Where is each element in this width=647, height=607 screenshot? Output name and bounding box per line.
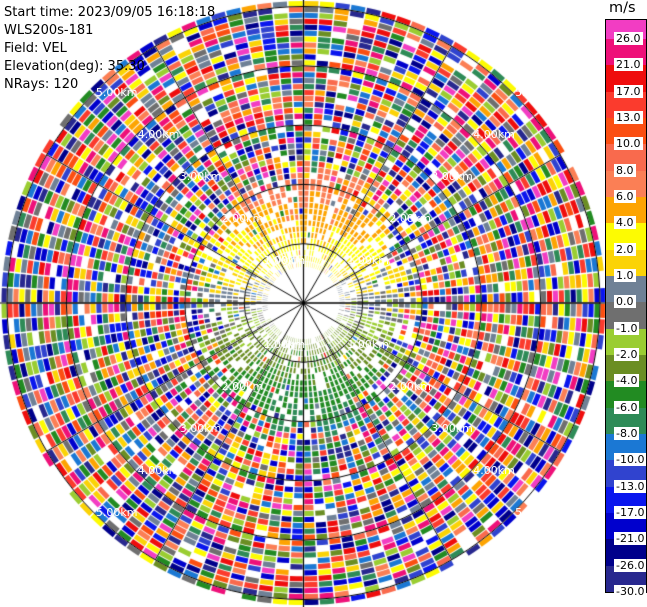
range-ring-label: 2.00km	[389, 212, 431, 226]
colorbar-tick-label: -30.0	[614, 584, 647, 598]
range-ring-label: 1.00km	[263, 337, 306, 351]
range-ring-label: 5.00km	[95, 505, 138, 519]
range-ring-label: 5.00km	[515, 505, 557, 519]
range-ring-label: 1.00km	[347, 337, 389, 351]
range-ring-label: 4.00km	[473, 128, 515, 142]
colorbar-tick-label: -8.0	[614, 426, 640, 440]
elevation-text: Elevation(deg): 35.30	[4, 59, 145, 74]
colorbar-tick-label: 1.0	[614, 268, 636, 282]
colorbar-tick-label: 0.0	[614, 295, 636, 309]
colorbar-tick-label: 8.0	[614, 163, 636, 177]
field-text: Field: VEL	[4, 41, 67, 56]
colorbar-units-label: m/s	[609, 0, 636, 16]
range-ring-label: 1.00km	[347, 254, 389, 268]
range-ring-label: 4.00km	[473, 463, 515, 477]
colorbar-tick-label: 6.0	[614, 189, 636, 203]
scan-info: Start time: 2023/09/05 16:18:18 WLS200s-…	[4, 4, 215, 94]
colorbar-tick-label: 2.0	[614, 242, 636, 256]
colorbar-tick-label: 17.0	[614, 84, 643, 98]
colorbar-tick-label: 21.0	[614, 58, 643, 72]
range-ring-label: 4.00km	[137, 128, 180, 142]
colorbar-tick-label: 10.0	[614, 137, 643, 151]
range-ring-label: 3.00km	[179, 170, 222, 184]
nrays-text: NRays: 120	[4, 77, 79, 92]
colorbar-tick-label: -13.0	[614, 479, 647, 493]
colorbar-tick-label: -26.0	[614, 558, 647, 572]
colorbar-tick-label: 13.0	[614, 110, 643, 124]
range-ring-label: 2.00km	[221, 379, 264, 393]
colorbar-tick-label: -21.0	[614, 532, 647, 546]
range-ring-label: 3.00km	[431, 421, 473, 435]
colorbar-tick-label: 4.0	[614, 216, 636, 230]
start-time-text: Start time: 2023/09/05 16:18:18	[4, 5, 216, 20]
colorbar-tick-label: -2.0	[614, 347, 640, 361]
range-ring-label: 3.00km	[179, 421, 222, 435]
colorbar-tick-label: -6.0	[614, 400, 640, 414]
range-ring-label: 2.00km	[389, 379, 431, 393]
instrument-name-text: WLS200s-181	[4, 23, 94, 38]
range-ring-label: 3.00km	[431, 170, 473, 184]
range-ring-label: 5.00km	[95, 86, 138, 100]
colorbar-tick-label: -4.0	[614, 374, 640, 388]
range-ring-label: 1.00km	[263, 254, 306, 268]
colorbar-tick-label: -10.0	[614, 453, 647, 467]
colorbar-tick-label: -17.0	[614, 505, 647, 519]
range-ring-label: 5.00km	[515, 86, 557, 100]
range-ring-label: 4.00km	[137, 463, 180, 477]
colorbar-tick-label: 26.0	[614, 32, 643, 45]
colorbar-tick-label: -1.0	[614, 321, 640, 335]
range-ring-label: 2.00km	[221, 212, 264, 226]
